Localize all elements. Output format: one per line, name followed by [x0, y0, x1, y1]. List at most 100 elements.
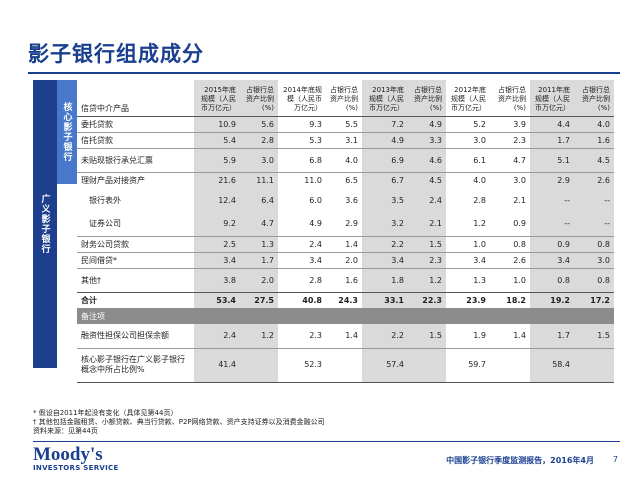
core-share-label-line2: 概念中所占比例%	[81, 365, 145, 374]
cell: 2.3	[490, 131, 530, 148]
header-2014-size: 2014年底规模（人民币万亿元）	[283, 85, 322, 112]
cell: 53.4	[194, 291, 240, 308]
header-2015-pct: 占银行总资产比例(%)	[240, 80, 278, 116]
cell: 6.5	[326, 171, 362, 188]
header-2011-size: 2011年底规模（人民币万亿元）	[530, 80, 574, 116]
table-row: 其他† 3.8 2.0 2.8 1.6 1.8 1.2 1.3 1.0 0.8 …	[77, 267, 614, 292]
cell: 22.3	[408, 291, 446, 308]
cell: 1.3	[446, 267, 490, 292]
footnotes: * 假设自2011年起没有变化（具体见第44页） † 其他包括金融租赁、小额贷款…	[33, 409, 325, 436]
cell: 23.9	[446, 291, 490, 308]
cell: 5.5	[345, 119, 358, 129]
cell: 1.5	[574, 324, 614, 348]
table-row: 委托贷款 10.9 5.6 9.3 5.5 7.2 4.9 5.2 3.9 4.…	[77, 116, 614, 132]
cell: 0.8	[490, 235, 530, 252]
cell: 3.4	[194, 251, 240, 268]
cell: 5.4	[194, 131, 240, 148]
footer-rule	[33, 441, 620, 442]
cell: 52.3	[278, 347, 326, 383]
cell	[490, 347, 530, 383]
cell: 57.4	[362, 347, 408, 383]
cell: 1.7	[530, 324, 574, 348]
cell: 5.6	[240, 116, 278, 132]
header-2011-pct: 占银行总资产比例(%)	[574, 80, 614, 116]
cell: 1.6	[326, 267, 362, 292]
cell: 4.7	[240, 212, 278, 236]
cell: --	[530, 188, 574, 212]
cell: 4.7	[490, 147, 530, 172]
row-label: 银行表外	[89, 195, 121, 205]
row-label: 委托贷款	[81, 119, 113, 129]
cell: 3.4	[278, 251, 326, 268]
cell: 41.4	[194, 347, 240, 383]
cell: 3.4	[446, 251, 490, 268]
cell: 3.4	[530, 251, 574, 268]
cell: 4.0	[326, 147, 362, 172]
cell: 2.6	[490, 251, 530, 268]
cell: 6.4	[240, 188, 278, 212]
cell: 2.1	[408, 212, 446, 236]
cell: 3.1	[326, 131, 362, 148]
cell: 2.1	[513, 195, 526, 205]
cell: 1.9	[473, 331, 486, 341]
cell: 3.9	[513, 119, 526, 129]
cell: 3.0	[446, 131, 490, 148]
memo-row: 备注项	[77, 308, 614, 324]
cell: 2.2	[362, 324, 408, 348]
cell: 0.9	[530, 235, 574, 252]
row-label: 财务公司贷款	[77, 235, 194, 252]
header-2013-size: 2013年底规模（人民币万亿元）	[362, 80, 408, 116]
cell: 6.1	[446, 147, 490, 172]
core-share-label-line1: 核心影子银行在广义影子银行	[81, 355, 185, 364]
row-label: 理财产品对接资产	[77, 171, 194, 188]
report-title-footer: 中国影子银行季度监测报告，2016年4月	[446, 456, 594, 465]
cell: 10.9	[194, 116, 240, 132]
moodys-logo: Moody's INVESTORS SERVICE	[33, 445, 119, 473]
total-label: 合计	[77, 291, 194, 308]
cell: 11.1	[240, 171, 278, 188]
side-label-core-text: 核心影子银行	[61, 102, 72, 162]
cell: 4.9	[362, 131, 408, 148]
header-product: 信贷中介产品	[81, 103, 129, 113]
footnote-other: † 其他包括金融租赁、小额贷款、典当行贷款、P2P网络贷款、资产支持证券以及消费…	[33, 418, 325, 426]
cell: 2.9	[530, 171, 574, 188]
table-row: 银行表外 12.4 6.4 6.0 3.6 3.5 2.4 2.8 2.1 --…	[77, 188, 614, 212]
cell: 2.0	[240, 267, 278, 292]
cell: 3.0	[574, 251, 614, 268]
cell	[574, 347, 614, 383]
cell: 2.0	[326, 251, 362, 268]
cell: 1.4	[513, 331, 526, 341]
cell: 12.4	[194, 188, 240, 212]
cell: 59.7	[446, 347, 490, 383]
table-row: 财务公司贷款 2.5 1.3 2.4 1.4 2.2 1.5 1.0 0.8 0…	[77, 235, 614, 252]
header-2012-size: 2012年底规模（人民币万亿元）	[451, 85, 486, 112]
header-2012-pct: 占银行总资产比例(%)	[498, 85, 526, 112]
cell: 1.2	[408, 267, 446, 292]
cell: 2.5	[194, 235, 240, 252]
cell: 9.2	[194, 212, 240, 236]
table-header-row: 信贷中介产品 2015年底规模（人民币万亿元） 占银行总资产比例(%) 2014…	[77, 80, 614, 116]
cell: 24.3	[326, 291, 362, 308]
cell: 2.3	[408, 251, 446, 268]
side-label-broad-shadow-banking: 广义影子银行	[33, 80, 57, 368]
page-title: 影子银行组成成分	[28, 42, 204, 66]
row-label: 其他†	[77, 267, 194, 292]
cell: 4.9	[408, 116, 446, 132]
cell: 2.2	[362, 235, 408, 252]
header-2015-size: 2015年底规模（人民币万亿元）	[194, 80, 240, 116]
cell: 4.0	[574, 116, 614, 132]
cell: 6.8	[278, 147, 326, 172]
cell: 1.2	[473, 219, 486, 229]
cell: 1.7	[240, 251, 278, 268]
logo-name: Moody's	[33, 444, 103, 465]
cell: 6.0	[309, 195, 322, 205]
cell: 3.0	[240, 147, 278, 172]
cell: --	[574, 188, 614, 212]
cell: 3.0	[490, 171, 530, 188]
cell: 1.6	[574, 131, 614, 148]
cell: 2.8	[240, 131, 278, 148]
cell: 17.2	[574, 291, 614, 308]
cell: 19.2	[530, 291, 574, 308]
cell: 9.3	[309, 119, 322, 129]
cell	[408, 347, 446, 383]
